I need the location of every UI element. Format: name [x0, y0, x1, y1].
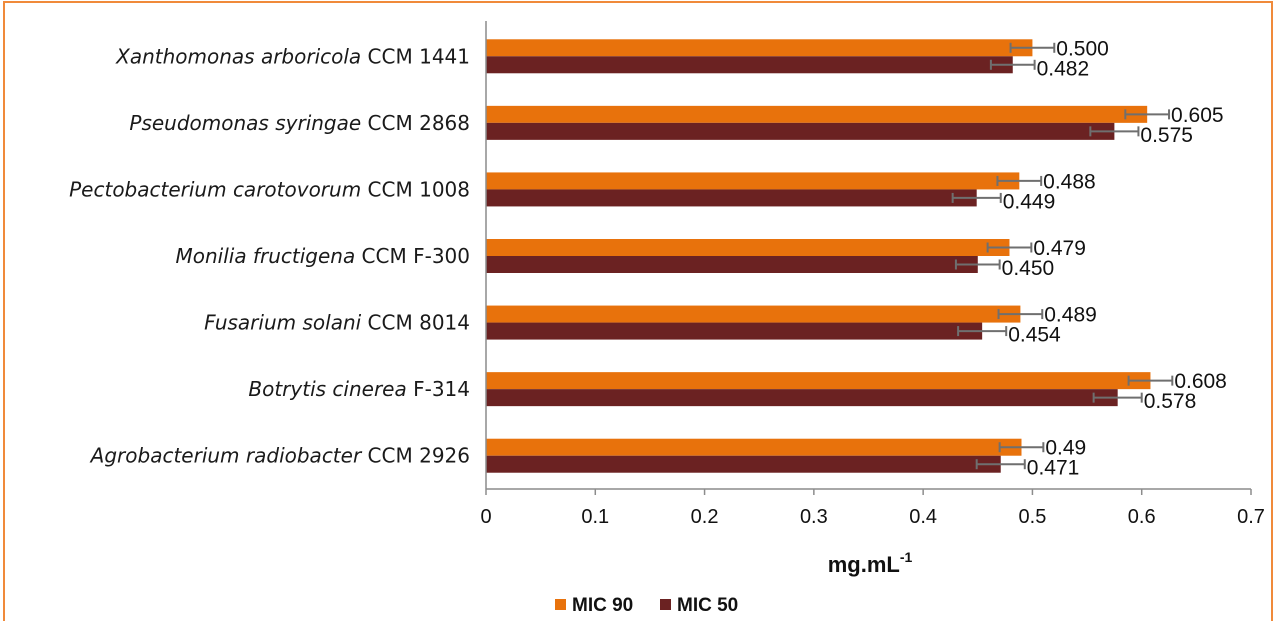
bar-mic50-6 — [486, 455, 1001, 473]
axis-layer: 0 0.1 0.2 0.3 0.4 0.5 0.6 0.7 — [480, 21, 1265, 528]
bar-mic90-1 — [486, 105, 1148, 123]
category-label-0: Xanthomonas arboricola CCM 1441 — [115, 44, 470, 68]
error-bar-mic50-2 — [951, 192, 1002, 203]
value-label-mic90-2: 0.488 — [1043, 170, 1096, 193]
category-labels: Xanthomonas arboricola CCM 1441 Pseudomon… — [69, 44, 470, 467]
bar-mic50-5 — [486, 389, 1118, 407]
legend-label-mic50: MIC 50 — [677, 595, 738, 616]
bars-layer — [486, 39, 1151, 473]
legend-swatch-mic50 — [660, 599, 671, 610]
bar-mic50-2 — [486, 189, 977, 207]
value-label-mic50-2: 0.449 — [1003, 190, 1056, 213]
value-label-mic90-3: 0.479 — [1033, 237, 1086, 260]
x-tick-label-2: 0.2 — [691, 506, 719, 528]
error-bar-mic50-5 — [1092, 392, 1143, 403]
x-tick-label-5: 0.5 — [1019, 506, 1047, 528]
x-tick-label-3: 0.3 — [800, 506, 828, 528]
error-bar-mic90-4 — [997, 309, 1044, 320]
error-bar-mic90-1 — [1124, 109, 1171, 120]
error-bar-mic50-3 — [954, 259, 1001, 270]
bar-mic50-0 — [486, 56, 1013, 74]
value-label-mic90-6: 0.49 — [1045, 437, 1086, 460]
error-bar-mic50-6 — [975, 459, 1026, 470]
category-label-4: Fusarium solani CCM 8014 — [204, 311, 470, 335]
x-axis-title: mg.mL-1 — [828, 549, 913, 577]
bar-mic90-4 — [486, 305, 1021, 323]
value-label-mic90-4: 0.489 — [1044, 304, 1097, 327]
bar-mic50-4 — [486, 322, 983, 340]
x-axis-title-text: mg.mL — [828, 552, 900, 577]
value-label-mic50-4: 0.454 — [1008, 324, 1061, 347]
error-bar-mic90-3 — [986, 242, 1033, 253]
bar-mic90-5 — [486, 372, 1151, 390]
value-label-mic50-6: 0.471 — [1027, 457, 1080, 480]
legend-label-mic90: MIC 90 — [572, 595, 633, 616]
bar-mic50-3 — [486, 256, 978, 273]
error-bar-mic50-1 — [1089, 126, 1140, 137]
legend: MIC 90 MIC 50 — [555, 595, 738, 616]
bar-mic50-1 — [486, 122, 1115, 140]
value-label-mic90-5: 0.608 — [1174, 370, 1227, 393]
bar-mic90-0 — [486, 39, 1033, 57]
error-bar-mic50-0 — [989, 59, 1036, 70]
category-label-5: Botrytis cinerea F-314 — [248, 377, 470, 401]
x-tick-label-6: 0.6 — [1128, 506, 1156, 528]
bar-mic90-6 — [486, 438, 1022, 456]
category-label-3: Monilia fructigena CCM F-300 — [175, 244, 470, 268]
error-bar-mic50-4 — [957, 326, 1008, 337]
category-label-1: Pseudomonas syringae CCM 2868 — [129, 111, 470, 135]
value-label-mic50-3: 0.450 — [1002, 257, 1055, 280]
legend-swatch-mic90 — [555, 599, 566, 610]
error-bar-mic90-2 — [996, 175, 1043, 186]
error-bar-mic90-5 — [1127, 375, 1174, 386]
value-label-mic50-1: 0.575 — [1140, 124, 1193, 147]
x-tick-label-1: 0.1 — [581, 506, 609, 528]
bar-mic90-2 — [486, 172, 1020, 190]
x-tick-label-7: 0.7 — [1237, 506, 1265, 528]
value-label-mic50-5: 0.578 — [1144, 390, 1197, 413]
bar-mic90-3 — [486, 239, 1010, 256]
value-label-mic90-0: 0.500 — [1056, 37, 1109, 60]
x-tick-label-4: 0.4 — [909, 506, 937, 528]
value-label-mic50-0: 0.482 — [1037, 57, 1090, 80]
error-bar-mic90-0 — [1009, 42, 1056, 53]
error-bar-mic90-6 — [998, 442, 1045, 453]
x-axis-title-superscript: -1 — [900, 549, 913, 565]
value-label-mic90-1: 0.605 — [1171, 104, 1224, 127]
category-label-6: Agrobacterium radiobacter CCM 2926 — [89, 444, 470, 468]
x-tick-label-0: 0 — [480, 506, 491, 528]
error-bars-layer — [951, 42, 1174, 470]
category-label-2: Pectobacterium carotovorum CCM 1008 — [69, 177, 470, 201]
